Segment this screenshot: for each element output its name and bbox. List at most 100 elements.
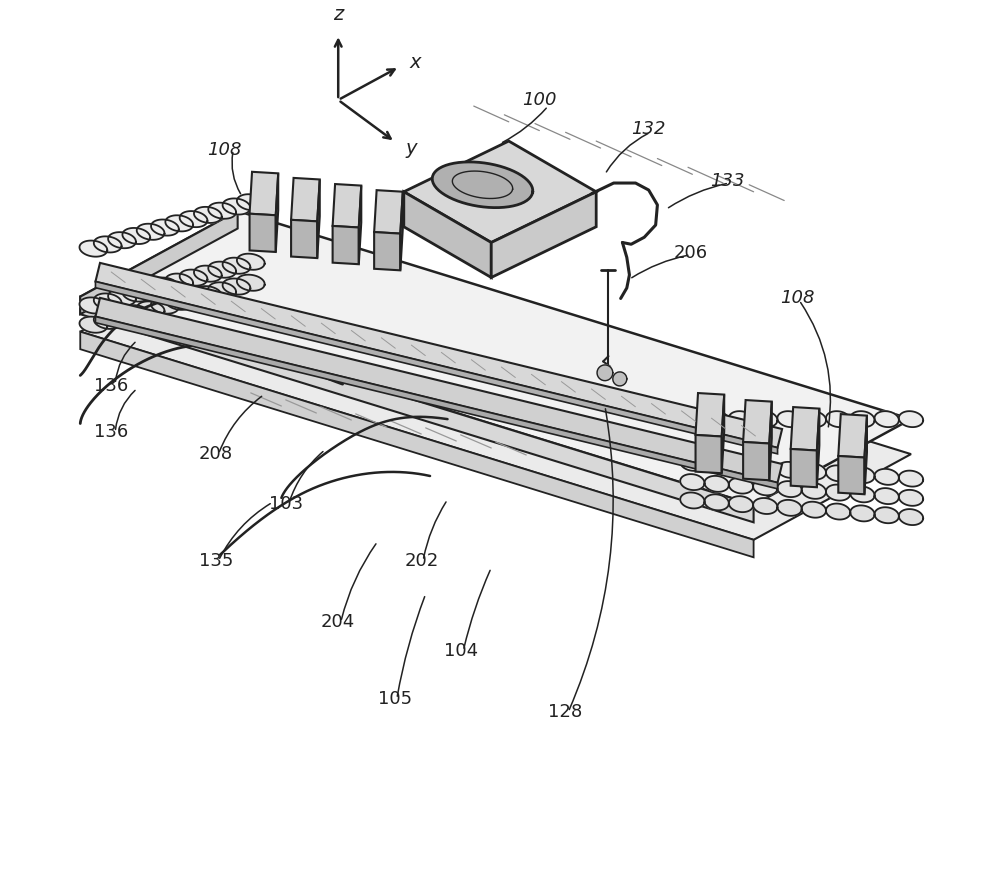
- Polygon shape: [250, 214, 276, 252]
- Text: 100: 100: [522, 91, 557, 109]
- Polygon shape: [802, 483, 826, 499]
- Polygon shape: [180, 270, 207, 286]
- Polygon shape: [276, 173, 278, 252]
- Polygon shape: [722, 394, 724, 473]
- Polygon shape: [743, 400, 772, 444]
- Polygon shape: [432, 162, 533, 208]
- Polygon shape: [122, 286, 150, 301]
- Polygon shape: [729, 459, 753, 475]
- Polygon shape: [826, 465, 850, 481]
- Polygon shape: [165, 216, 193, 232]
- Polygon shape: [151, 278, 179, 293]
- Text: 108: 108: [780, 289, 815, 308]
- Text: 206: 206: [674, 244, 708, 262]
- Polygon shape: [696, 393, 724, 437]
- Polygon shape: [108, 232, 136, 248]
- Polygon shape: [680, 411, 705, 427]
- Text: 136: 136: [94, 377, 128, 395]
- Polygon shape: [80, 211, 238, 314]
- Polygon shape: [79, 297, 107, 314]
- Polygon shape: [899, 509, 923, 525]
- Polygon shape: [850, 411, 875, 427]
- Text: y: y: [406, 140, 417, 158]
- Polygon shape: [743, 442, 769, 480]
- Polygon shape: [777, 499, 802, 516]
- Polygon shape: [291, 178, 320, 221]
- Polygon shape: [864, 415, 867, 494]
- Polygon shape: [769, 401, 772, 480]
- Polygon shape: [680, 474, 705, 490]
- Polygon shape: [108, 289, 136, 306]
- Polygon shape: [802, 502, 826, 518]
- Polygon shape: [705, 457, 729, 473]
- Text: 208: 208: [199, 446, 233, 463]
- Polygon shape: [400, 192, 403, 271]
- Polygon shape: [250, 171, 278, 215]
- Polygon shape: [291, 220, 317, 258]
- Polygon shape: [95, 263, 782, 447]
- Polygon shape: [875, 469, 899, 484]
- Polygon shape: [80, 211, 911, 505]
- Polygon shape: [491, 192, 596, 278]
- Polygon shape: [850, 506, 875, 522]
- Polygon shape: [194, 265, 222, 282]
- Polygon shape: [122, 228, 150, 244]
- Polygon shape: [850, 486, 875, 502]
- Polygon shape: [237, 275, 265, 291]
- Polygon shape: [729, 477, 753, 493]
- Polygon shape: [826, 484, 850, 500]
- Polygon shape: [705, 411, 729, 427]
- Polygon shape: [680, 455, 705, 471]
- Polygon shape: [194, 207, 222, 223]
- Polygon shape: [223, 257, 250, 274]
- Polygon shape: [80, 246, 911, 540]
- Text: 133: 133: [710, 172, 745, 190]
- Polygon shape: [95, 282, 778, 453]
- Polygon shape: [165, 293, 193, 310]
- Polygon shape: [180, 211, 207, 227]
- Polygon shape: [817, 408, 819, 487]
- Polygon shape: [208, 202, 236, 218]
- Text: 104: 104: [444, 642, 478, 659]
- Polygon shape: [613, 372, 627, 386]
- Text: 103: 103: [269, 495, 303, 513]
- Polygon shape: [80, 332, 754, 557]
- Polygon shape: [237, 194, 265, 210]
- Polygon shape: [753, 461, 777, 476]
- Polygon shape: [151, 298, 179, 314]
- Polygon shape: [180, 290, 207, 306]
- Text: 105: 105: [378, 690, 412, 708]
- Text: x: x: [410, 53, 421, 72]
- Polygon shape: [753, 411, 777, 427]
- Polygon shape: [94, 313, 122, 329]
- Polygon shape: [194, 286, 222, 302]
- Polygon shape: [729, 411, 753, 427]
- Polygon shape: [94, 236, 122, 253]
- Polygon shape: [165, 273, 193, 290]
- Polygon shape: [791, 449, 817, 487]
- Polygon shape: [680, 492, 705, 508]
- Polygon shape: [94, 293, 122, 309]
- Text: 204: 204: [321, 613, 355, 631]
- Polygon shape: [802, 463, 826, 480]
- Text: 136: 136: [94, 423, 128, 441]
- Polygon shape: [122, 305, 150, 321]
- Polygon shape: [838, 456, 864, 494]
- Polygon shape: [404, 192, 491, 278]
- Polygon shape: [729, 496, 753, 512]
- Polygon shape: [597, 365, 613, 381]
- Polygon shape: [223, 198, 250, 215]
- Polygon shape: [777, 461, 802, 478]
- Polygon shape: [850, 467, 875, 483]
- Polygon shape: [875, 488, 899, 504]
- Polygon shape: [899, 470, 923, 486]
- Text: 132: 132: [631, 120, 666, 138]
- Polygon shape: [404, 141, 596, 242]
- Text: 128: 128: [548, 703, 583, 721]
- Text: 202: 202: [404, 552, 438, 570]
- Polygon shape: [826, 504, 850, 520]
- Polygon shape: [359, 186, 361, 264]
- Text: z: z: [333, 5, 343, 24]
- Polygon shape: [826, 411, 850, 427]
- Polygon shape: [875, 411, 899, 427]
